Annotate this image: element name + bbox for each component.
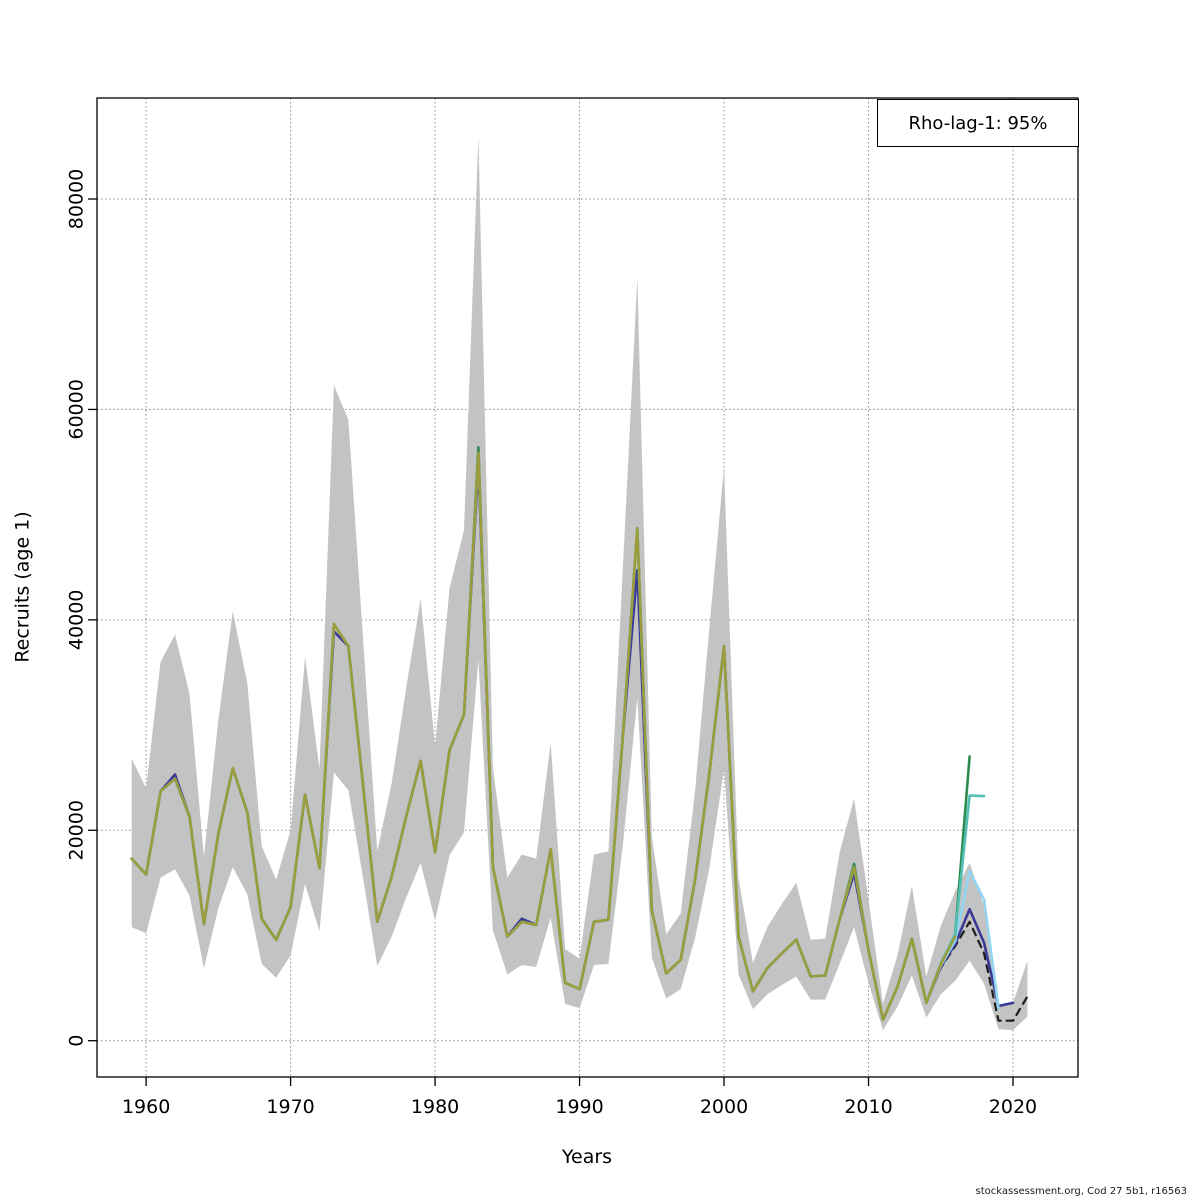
x-tick-label: 1970 — [266, 1096, 314, 1118]
y-tick-label: 0 — [66, 1035, 88, 1047]
footer-attribution: stockassessment.org, Cod 27 5b1, r16563 — [975, 1186, 1187, 1197]
x-tick-label: 1960 — [122, 1096, 170, 1118]
x-tick-label: 1980 — [411, 1096, 459, 1118]
y-tick-label: 20000 — [66, 800, 88, 860]
confidence-band — [131, 135, 1028, 1031]
x-tick-label: 2020 — [989, 1096, 1037, 1118]
y-axis-title: Recruits (age 1) — [12, 511, 34, 662]
y-tick-label: 80000 — [66, 169, 88, 229]
x-axis-title: Years — [561, 1146, 612, 1168]
series-line-peel-2016 — [130, 451, 957, 1022]
x-tick-label: 2010 — [844, 1096, 892, 1118]
x-tick-label: 1990 — [555, 1096, 603, 1118]
tick-layer: 1960 1970 1980 1990 2000 2010 2020 0 20000 40000 6… — [66, 169, 1038, 1118]
y-tick-label: 60000 — [66, 379, 88, 439]
plot-box — [96, 97, 1079, 1078]
y-tick-label: 40000 — [66, 590, 88, 650]
confidence-band-layer — [131, 135, 1028, 1031]
legend-box: Rho-lag-1: 95% — [877, 99, 1079, 147]
x-tick-label: 2000 — [700, 1096, 748, 1118]
legend-label: Rho-lag-1: 95% — [908, 112, 1048, 134]
series-layer — [130, 445, 1029, 1022]
